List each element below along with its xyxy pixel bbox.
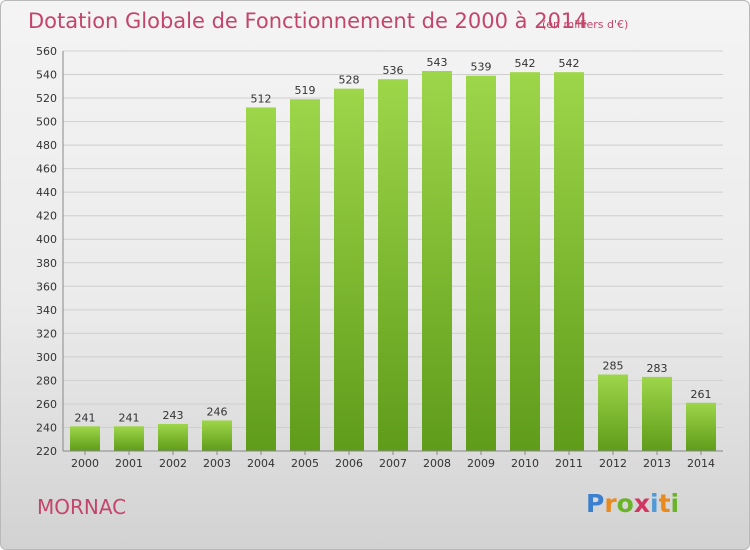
x-tick-label: 2003 [203,457,231,470]
bar [114,426,144,451]
x-tick-label: 2012 [599,457,627,470]
bar-chart: 220 240 260 280 300 320 340 360 380 400 420 440 460 4… [36,45,723,470]
bar-value-label: 543 [427,56,448,69]
bar [554,72,584,452]
bar [422,71,452,451]
x-tick-label: 2000 [71,457,99,470]
logo-letter: o [616,489,634,518]
bar-value-label: 261 [691,388,712,401]
bar [598,374,628,451]
x-tick-label: 2009 [467,457,495,470]
x-tick-label: 2014 [687,457,715,470]
bar-value-label: 542 [515,57,536,70]
bar-value-label: 241 [75,411,96,424]
bar [158,423,188,451]
y-tick-label: 380 [36,257,57,270]
bar-value-label: 512 [251,92,272,105]
bar [290,99,320,451]
bar-value-label: 241 [119,411,140,424]
x-tick-label: 2002 [159,457,187,470]
logo-letter: x [633,489,650,518]
y-tick-label: 520 [36,92,57,105]
y-tick-label: 540 [36,69,57,82]
bar [202,420,232,451]
y-tick-label: 500 [36,116,57,129]
bar-value-label: 536 [383,64,404,77]
bar-value-label: 243 [163,409,184,422]
y-tick-label: 420 [36,210,57,223]
bar [466,75,496,452]
bar-value-label: 283 [647,362,668,375]
bar [642,376,672,451]
bar-value-label: 246 [207,405,228,418]
x-tick-label: 2007 [379,457,407,470]
bar [70,426,100,451]
y-tick-label: 280 [36,374,57,387]
unit-note: (en milliers d'€) [542,18,629,31]
y-tick-label: 340 [36,304,57,317]
x-tick-label: 2011 [555,457,583,470]
logo-letter: t [658,489,671,518]
bar [334,88,364,451]
x-tick-label: 2001 [115,457,143,470]
y-tick-label: 400 [36,233,57,246]
y-tick-label: 360 [36,280,57,293]
y-tick-label: 440 [36,186,57,199]
proxiti-logo: Proxiti [586,489,679,518]
logo-letter: r [604,489,617,518]
bar [246,107,276,452]
y-tick-label: 300 [36,351,57,364]
logo-letter: P [586,489,605,518]
bar [510,72,540,452]
y-tick-label: 240 [36,421,57,434]
y-tick-label: 560 [36,45,57,58]
x-tick-label: 2005 [291,457,319,470]
bar-value-label: 542 [559,57,580,70]
chart-title: Dotation Globale de Fonctionnement de 20… [28,9,588,33]
logo-letter: i [650,489,659,518]
x-tick-label: 2013 [643,457,671,470]
x-tick-label: 2010 [511,457,539,470]
bar [686,402,716,451]
bar-value-label: 528 [339,74,360,87]
y-tick-label: 260 [36,398,57,411]
y-tick-label: 320 [36,327,57,340]
bar-value-label: 519 [295,84,316,97]
y-tick-label: 460 [36,163,57,176]
logo-letter: i [670,489,680,518]
x-tick-label: 2006 [335,457,363,470]
bar-value-label: 539 [471,61,492,74]
y-tick-label: 480 [36,139,57,152]
commune-name: MORNAC [37,495,127,519]
x-tick-label: 2008 [423,457,451,470]
bar [378,79,408,451]
y-tick-label: 220 [36,445,57,458]
bar-value-label: 285 [603,360,624,373]
x-tick-label: 2004 [247,457,275,470]
